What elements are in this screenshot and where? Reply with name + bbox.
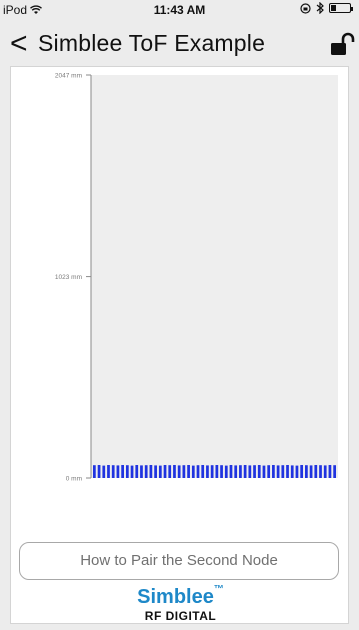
distance-bar [144,465,148,478]
distance-bar [262,465,266,478]
bluetooth-icon [316,2,324,14]
distance-bar [210,465,214,478]
distance-bar [220,465,223,478]
distance-bar [295,465,299,478]
simblee-logo: Simblee™ RF DIGITAL [11,584,350,623]
distance-bar [281,465,285,478]
distance-bar [328,465,332,478]
status-bar: iPod 11:43 AM [0,0,359,20]
distance-bar [130,465,134,478]
distance-bar [111,465,115,478]
distance-bar [257,465,261,478]
distance-bar [290,465,294,478]
distance-bar [319,465,322,478]
distance-bar [201,465,205,478]
chart-svg: 2047 mm 1023 mm 0 mm [55,73,338,483]
unlock-icon[interactable] [329,32,355,58]
distance-bar [286,465,289,478]
distance-bar [149,465,153,478]
distance-bar [116,465,120,478]
distance-bar [121,465,124,478]
wifi-icon [30,5,43,14]
how-to-pair-button[interactable]: How to Pair the Second Node [19,542,339,580]
logo-tm: ™ [213,584,224,595]
distance-bar [243,465,247,478]
distance-bar [173,465,176,478]
distance-bar [215,465,219,478]
distance-bar [234,465,238,478]
distance-bar [267,465,271,478]
y-tick-label: 2047 mm [55,73,82,80]
status-time: 11:43 AM [153,3,206,17]
distance-bar [177,465,181,478]
distance-bar [168,465,172,478]
distance-bar [272,465,275,478]
distance-bar [206,465,209,478]
distance-bar [248,465,252,478]
distance-bar [191,465,195,478]
distance-bar [158,465,162,478]
distance-bar [333,465,337,478]
distance-chart: 2047 mm 1023 mm 0 mm [11,67,350,487]
rotation-lock-icon [300,2,311,14]
distance-bar [92,465,96,478]
status-right [300,2,353,14]
distance-bar [140,465,143,478]
distance-bar [163,465,167,478]
device-name: iPod [3,3,28,17]
distance-bar [182,465,186,478]
distance-bar [276,465,280,478]
distance-bar [196,465,200,478]
logo-name-text: Simblee [137,586,214,608]
nav-bar: < Simblee ToF Example [0,20,359,68]
back-button[interactable]: < [10,27,28,60]
battery-icon [329,3,353,13]
distance-bar [187,465,190,478]
y-tick-label: 1023 mm [55,274,82,281]
distance-bar [305,465,308,478]
distance-bar [125,465,129,478]
distance-bar [154,465,157,478]
distance-bar [323,465,327,478]
distance-bar [102,465,106,478]
distance-bar [253,465,256,478]
distance-bar [314,465,318,478]
logo-subtitle: RF DIGITAL [144,609,217,623]
status-left: iPod [3,3,43,17]
plot-area [91,75,338,478]
logo-name: Simblee™ [11,584,350,609]
distance-bar [239,465,242,478]
distance-bar [135,465,139,478]
distance-bar [97,465,101,478]
y-tick-label: 0 mm [66,476,82,483]
distance-bar [300,465,304,478]
distance-bar [224,465,228,478]
distance-bar [229,465,233,478]
distance-bar [309,465,313,478]
page-title: Simblee ToF Example [38,30,266,56]
distance-bar [107,465,110,478]
battery-fill [331,5,336,11]
content-panel: 2047 mm 1023 mm 0 mm How to Pair the Secon… [10,66,349,624]
